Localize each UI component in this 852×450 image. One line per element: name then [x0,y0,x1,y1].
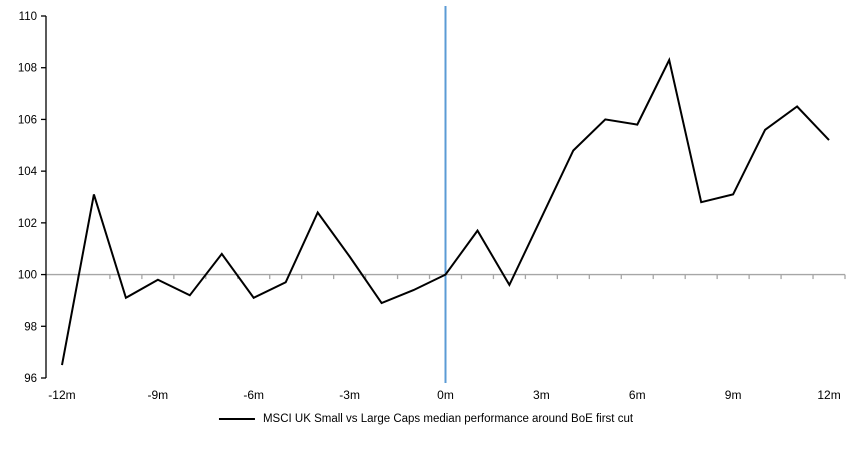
legend: MSCI UK Small vs Large Caps median perfo… [218,413,634,425]
y-tick-label: 102 [18,218,37,230]
y-tick-label: 98 [24,321,37,333]
legend-line-swatch [218,418,255,420]
x-tick-label: 0m [437,388,454,402]
y-tick-label: 106 [18,114,37,126]
y-tick-label: 108 [18,63,37,75]
x-tick-label: -9m [148,388,169,402]
y-tick-label: 100 [18,270,37,282]
x-tick-label: 12m [817,388,840,402]
x-tick-label: -3m [339,388,360,402]
y-tick-label: 110 [19,11,37,23]
x-tick-label: -6m [243,388,264,402]
legend-label: MSCI UK Small vs Large Caps median perfo… [262,413,634,425]
x-tick-label: 3m [533,388,550,402]
y-tick-label: 104 [18,166,38,178]
x-tick-label: -12m [48,388,75,402]
x-tick-label: 6m [629,388,646,402]
y-tick-label: 96 [24,373,37,385]
x-tick-label: 9m [725,388,742,402]
series-line [61,57,830,366]
